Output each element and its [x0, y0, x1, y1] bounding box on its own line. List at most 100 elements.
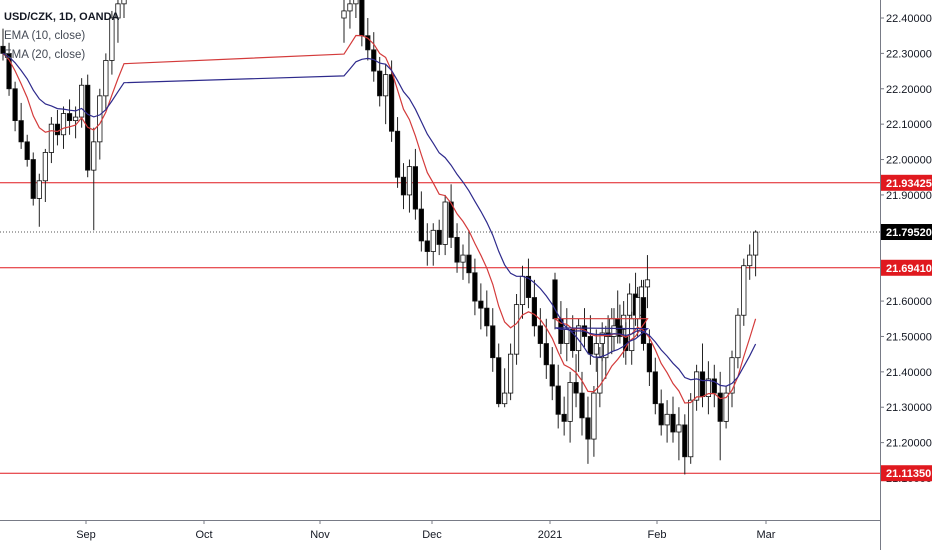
- candle-body: [91, 141, 97, 171]
- candle-body: [436, 229, 442, 245]
- x-tick-label: Dec: [422, 529, 442, 541]
- candle: [570, 315, 576, 358]
- candle: [383, 64, 389, 125]
- candle-body: [394, 130, 401, 178]
- candle: [585, 396, 591, 464]
- candle-body: [513, 304, 520, 355]
- candle-body: [406, 166, 413, 196]
- candle: [573, 354, 579, 408]
- candle: [6, 42, 12, 96]
- y-tick-label: 22.30000: [886, 48, 932, 60]
- candle-body: [12, 88, 18, 122]
- candle: [0, 28, 6, 61]
- candle-body: [353, 0, 359, 5]
- candle-body: [593, 343, 599, 355]
- candle: [652, 357, 658, 415]
- candle-body: [448, 201, 454, 238]
- candle-body: [484, 307, 490, 327]
- candle: [472, 258, 478, 316]
- candle-body: [573, 382, 579, 394]
- y-tick-label: 21.60000: [886, 296, 932, 308]
- candle: [115, 0, 121, 43]
- candle-body: [599, 332, 605, 344]
- candle-body: [442, 201, 448, 245]
- y-tick-label: 21.30000: [886, 402, 932, 414]
- candle-body: [676, 424, 682, 433]
- candle-body: [658, 403, 664, 426]
- candle-body: [418, 208, 424, 242]
- candle-body: [747, 254, 753, 267]
- candle: [448, 184, 454, 248]
- candle: [48, 117, 55, 164]
- candle-body: [729, 357, 735, 394]
- candle: [513, 294, 520, 365]
- candle: [103, 53, 109, 110]
- level-tag-label: 21.11350: [886, 468, 931, 480]
- y-tick-label: 21.40000: [886, 367, 932, 379]
- candle-body: [347, 3, 353, 12]
- candle-body: [627, 293, 633, 316]
- candle-body: [79, 84, 85, 118]
- candle: [42, 148, 48, 202]
- candle: [587, 315, 594, 365]
- candle-body: [472, 272, 478, 302]
- candle-body: [502, 392, 508, 405]
- candle: [54, 110, 61, 146]
- candle-body: [490, 325, 496, 359]
- x-tick-label: Sep: [76, 529, 96, 541]
- candle: [359, 0, 365, 47]
- candle-body: [66, 113, 73, 122]
- x-tick-label: Nov: [310, 529, 330, 541]
- candle: [460, 244, 466, 280]
- candle: [406, 159, 413, 213]
- candle-body: [555, 385, 561, 415]
- candle-body: [42, 152, 48, 182]
- ema-10-line: [2, 34, 757, 404]
- candle: [664, 400, 670, 443]
- x-tick-label: Feb: [648, 529, 667, 541]
- candle: [753, 230, 759, 277]
- candle: [430, 223, 436, 266]
- candle: [412, 148, 419, 220]
- candle: [525, 258, 532, 309]
- candle-body: [694, 371, 700, 401]
- candle-body: [0, 45, 6, 54]
- candle: [531, 279, 538, 337]
- candle: [73, 106, 79, 139]
- candle-body: [383, 74, 389, 97]
- candle-body: [549, 364, 555, 387]
- candle-body: [60, 113, 67, 136]
- candle: [507, 343, 514, 401]
- candle-body: [561, 413, 567, 422]
- candle-body: [564, 328, 570, 344]
- candle-body: [635, 297, 641, 320]
- candle: [442, 194, 448, 256]
- candle: [555, 364, 561, 429]
- candle: [418, 191, 424, 252]
- candle-body: [18, 120, 24, 143]
- candle: [537, 308, 543, 358]
- candle-body: [531, 297, 538, 327]
- candle-body: [454, 236, 460, 263]
- candle: [91, 127, 97, 231]
- candle: [12, 81, 18, 132]
- candle-body: [430, 229, 436, 252]
- candle: [478, 283, 484, 330]
- candle: [644, 255, 651, 309]
- candle: [353, 0, 359, 18]
- candle-body: [121, 0, 127, 5]
- candle: [30, 152, 36, 206]
- candle: [66, 99, 73, 135]
- ema-lines: [2, 34, 757, 404]
- candle: [688, 393, 694, 464]
- candle: [549, 347, 555, 401]
- candle-body: [466, 254, 472, 274]
- candle-body: [753, 231, 759, 256]
- y-tick-label: 21.20000: [886, 438, 932, 450]
- candle-body: [587, 336, 594, 355]
- x-tick-label: Mar: [757, 529, 776, 541]
- time-axis-bg: [0, 520, 880, 550]
- candle: [496, 343, 502, 408]
- candle-body: [400, 176, 407, 196]
